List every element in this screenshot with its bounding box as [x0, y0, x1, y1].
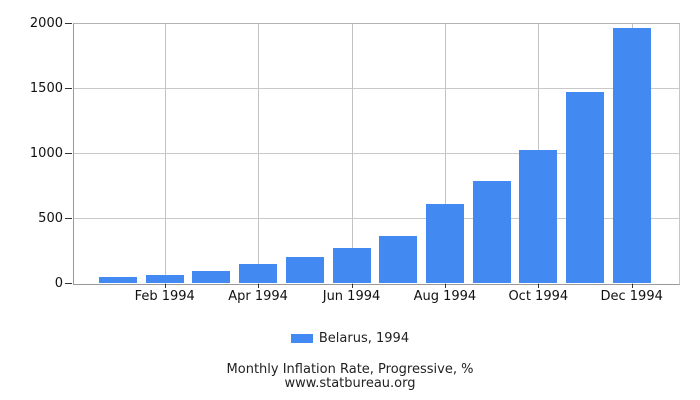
bar-jul-1994[interactable] [379, 235, 418, 283]
bar-jun-1994[interactable] [332, 248, 371, 283]
y-tick-2000 [65, 23, 72, 24]
x-tick-label-jun-1994: Jun 1994 [322, 289, 381, 304]
gridline-x-aug-1994 [444, 24, 446, 284]
x-tick-apr-1994 [258, 284, 260, 288]
x-tick-label-dec-1994: Dec 1994 [600, 289, 663, 304]
chart-subtitle: www.statbureau.org [284, 376, 416, 391]
y-tick-1500 [65, 88, 72, 89]
bar-jan-1994[interactable] [99, 277, 137, 283]
bar-aug-1994[interactable] [425, 203, 464, 283]
bar-dec-1994[interactable] [612, 28, 651, 283]
gridline-x-feb-1994 [164, 24, 166, 284]
bar-sep-1994[interactable] [472, 180, 511, 283]
gridline-x-jun-1994 [351, 24, 353, 284]
y-tick-label-1500: 1500 [29, 80, 63, 96]
gridline-y-1500 [74, 88, 679, 89]
plot-area [73, 23, 680, 285]
bar-mar-1994[interactable] [192, 271, 231, 283]
bar-may-1994[interactable] [285, 256, 324, 283]
y-tick-label-500: 500 [38, 210, 63, 226]
bar-oct-1994[interactable] [519, 150, 558, 283]
y-tick-label-2000: 2000 [29, 15, 63, 31]
x-tick-feb-1994 [164, 284, 166, 288]
x-tick-aug-1994 [444, 284, 446, 288]
chart-title: Monthly Inflation Rate, Progressive, % [226, 362, 474, 377]
legend-swatch [290, 334, 313, 343]
x-tick-label-oct-1994: Oct 1994 [508, 289, 569, 304]
gridline-y-500 [74, 218, 679, 219]
bar-nov-1994[interactable] [566, 91, 604, 283]
x-tick-jun-1994 [351, 284, 353, 288]
x-tick-label-feb-1994: Feb 1994 [134, 289, 195, 304]
x-tick-oct-1994 [538, 284, 540, 288]
bar-feb-1994[interactable] [145, 274, 184, 284]
y-tick-0 [65, 283, 72, 284]
gridline-y-1000 [74, 153, 679, 154]
gridline-x-apr-1994 [258, 24, 260, 284]
x-tick-label-apr-1994: Apr 1994 [228, 289, 288, 304]
y-tick-label-1000: 1000 [29, 145, 63, 161]
y-tick-1000 [65, 153, 72, 154]
x-tick-dec-1994 [631, 284, 633, 288]
y-tick-label-0: 0 [54, 275, 63, 291]
y-tick-500 [65, 218, 72, 219]
legend-item-belarus-1994[interactable]: Belarus, 1994 [0, 331, 700, 346]
x-tick-label-aug-1994: Aug 1994 [413, 289, 477, 304]
legend-label: Belarus, 1994 [318, 331, 410, 346]
bar-apr-1994[interactable] [239, 264, 278, 283]
